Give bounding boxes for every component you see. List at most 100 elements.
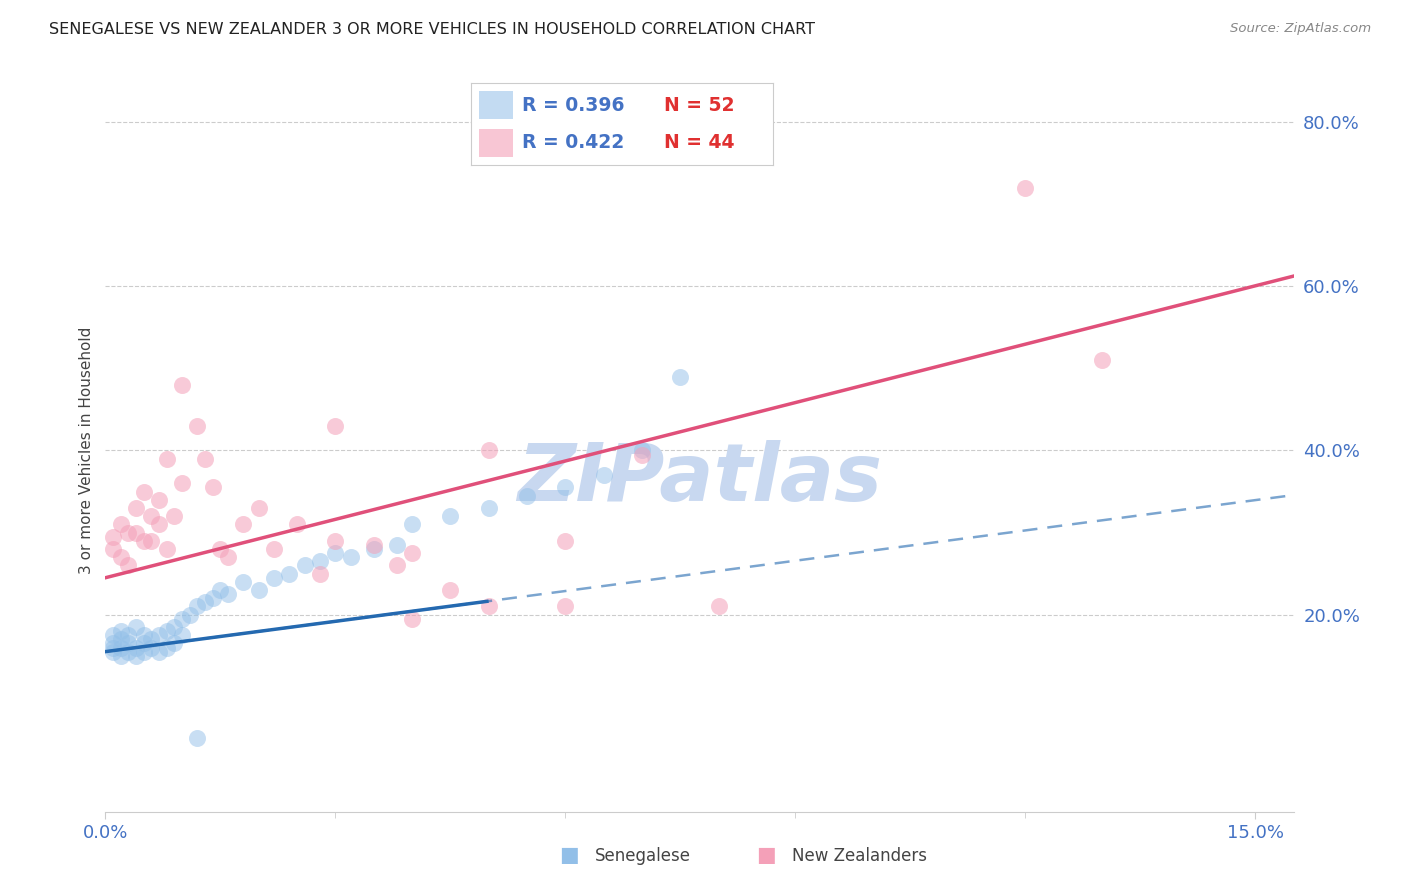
Point: [385, 558, 408, 573]
Point: [132, 636, 155, 650]
Point: [101, 645, 124, 659]
Point: [132, 628, 155, 642]
Point: [132, 484, 155, 499]
Point: [209, 541, 232, 556]
Point: [554, 599, 576, 614]
Point: [141, 533, 163, 548]
Point: [125, 640, 148, 655]
Point: [401, 612, 423, 626]
Text: Source: ZipAtlas.com: Source: ZipAtlas.com: [1230, 22, 1371, 36]
Point: [172, 476, 194, 491]
Point: [172, 377, 194, 392]
Point: [363, 538, 385, 552]
Point: [217, 587, 239, 601]
Point: [156, 624, 179, 639]
Point: [309, 566, 332, 581]
Point: [363, 541, 385, 556]
Point: [294, 558, 316, 573]
Point: [101, 640, 124, 655]
Text: ZIPatlas: ZIPatlas: [517, 441, 882, 518]
Point: [141, 632, 163, 647]
Point: [125, 620, 148, 634]
Point: [148, 628, 170, 642]
Text: Senegalese: Senegalese: [595, 847, 690, 865]
Point: [592, 468, 614, 483]
Point: [163, 636, 186, 650]
Point: [132, 645, 155, 659]
Point: [101, 628, 124, 642]
Point: [385, 538, 408, 552]
Point: [285, 517, 308, 532]
Point: [247, 500, 270, 515]
Point: [1091, 353, 1114, 368]
Point: [163, 620, 186, 634]
Point: [163, 509, 186, 524]
Point: [631, 448, 654, 462]
Point: [117, 525, 139, 540]
Point: [117, 636, 139, 650]
Point: [478, 599, 501, 614]
Point: [156, 541, 179, 556]
Text: N = 52: N = 52: [665, 96, 735, 115]
Text: R = 0.396: R = 0.396: [523, 96, 624, 115]
Point: [186, 599, 208, 614]
Point: [401, 517, 423, 532]
Point: [478, 443, 501, 458]
Point: [110, 632, 132, 647]
Point: [125, 525, 148, 540]
Point: [172, 628, 194, 642]
Text: SENEGALESE VS NEW ZEALANDER 3 OR MORE VEHICLES IN HOUSEHOLD CORRELATION CHART: SENEGALESE VS NEW ZEALANDER 3 OR MORE VE…: [49, 22, 815, 37]
Point: [201, 480, 224, 494]
Point: [186, 418, 208, 433]
Point: [179, 607, 201, 622]
Point: [117, 558, 139, 573]
Point: [439, 509, 461, 524]
Point: [631, 443, 654, 458]
Point: [148, 517, 170, 532]
Point: [186, 731, 208, 745]
Point: [141, 509, 163, 524]
Point: [325, 418, 347, 433]
Point: [278, 566, 301, 581]
Point: [101, 530, 124, 544]
Point: [110, 550, 132, 565]
Point: [132, 533, 155, 548]
Text: ■: ■: [756, 846, 776, 865]
Point: [172, 612, 194, 626]
Point: [201, 591, 224, 606]
Point: [478, 500, 501, 515]
Point: [141, 640, 163, 655]
Point: [110, 640, 132, 655]
Point: [339, 550, 361, 565]
Point: [194, 595, 217, 609]
Point: [117, 628, 139, 642]
Y-axis label: 3 or more Vehicles in Household: 3 or more Vehicles in Household: [79, 326, 94, 574]
Point: [156, 640, 179, 655]
Point: [117, 645, 139, 659]
Point: [101, 636, 124, 650]
Point: [209, 582, 232, 597]
Point: [247, 582, 270, 597]
Text: R = 0.422: R = 0.422: [523, 134, 624, 153]
Point: [110, 648, 132, 663]
Point: [309, 554, 332, 568]
Point: [148, 645, 170, 659]
Point: [110, 517, 132, 532]
Point: [669, 369, 692, 384]
Point: [325, 546, 347, 560]
Point: [232, 517, 254, 532]
Point: [232, 574, 254, 589]
Point: [125, 500, 148, 515]
Point: [101, 541, 124, 556]
Point: [554, 533, 576, 548]
Point: [263, 571, 285, 585]
Point: [148, 492, 170, 507]
Point: [194, 451, 217, 466]
Point: [125, 648, 148, 663]
Text: N = 44: N = 44: [665, 134, 735, 153]
Point: [401, 546, 423, 560]
Text: ■: ■: [560, 846, 579, 865]
Point: [554, 480, 576, 494]
Bar: [478, 91, 513, 119]
Point: [217, 550, 239, 565]
